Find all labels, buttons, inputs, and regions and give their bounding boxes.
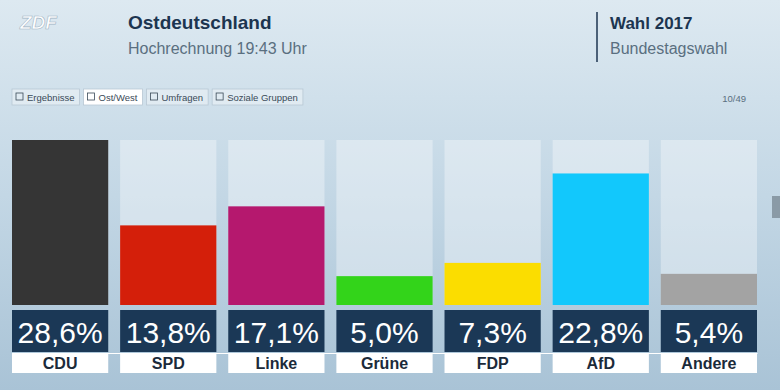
data-label: 17,1% <box>234 316 319 349</box>
x-tick-label: Linke <box>255 355 297 372</box>
data-label-box <box>445 310 541 352</box>
tab-label[interactable]: Ergebnisse <box>27 92 75 103</box>
category-box <box>336 353 432 373</box>
x-axis-line <box>13 353 758 354</box>
x-tick: Andere <box>681 353 736 372</box>
bar-background <box>553 140 649 305</box>
data-label-box <box>553 310 649 352</box>
tab-label[interactable]: Soziale Gruppen <box>227 92 298 103</box>
category-box <box>445 353 541 373</box>
x-tick-label: CDU <box>43 355 78 372</box>
tab[interactable]: Soziale Gruppen <box>212 89 303 105</box>
category-box <box>120 353 216 373</box>
tab[interactable]: Ost/West <box>84 89 143 105</box>
category-box <box>553 353 649 373</box>
data-label-box <box>228 310 324 352</box>
x-tick: SPD <box>152 353 185 372</box>
data-label: 5,0% <box>350 316 418 349</box>
tab-box[interactable] <box>12 89 80 105</box>
background <box>0 0 780 390</box>
scroll-indicator <box>772 196 780 218</box>
bar-background <box>445 140 541 305</box>
bar <box>228 206 324 305</box>
bar-background <box>120 140 216 305</box>
title: Ostdeutschland <box>128 12 272 33</box>
tab-icon[interactable] <box>216 93 223 100</box>
logo: ZDF <box>19 12 58 33</box>
data-labels: 28,6% 13,8% 17,1% 5,0% 7,3% 22,8% 5,4% <box>12 310 757 352</box>
tab-label[interactable]: Ost/West <box>99 92 138 103</box>
category-box <box>12 353 108 373</box>
data-label-box <box>12 310 108 352</box>
bar <box>445 263 541 305</box>
bar <box>120 225 216 305</box>
x-tick: FDP <box>477 353 509 372</box>
bar-backgrounds <box>12 140 757 305</box>
bar <box>553 173 649 305</box>
data-label-box <box>336 310 432 352</box>
tab-icon[interactable] <box>16 93 23 100</box>
bars <box>12 140 757 305</box>
x-tick-label: AfD <box>587 355 615 372</box>
category-boxes <box>12 353 757 373</box>
page-counter: 10/49 <box>722 93 746 104</box>
chart-root: ZDF Ostdeutschland Hochrechnung 19:43 Uhr W… <box>0 0 780 390</box>
election-title: Wahl 2017 <box>610 14 693 33</box>
data-label-box <box>661 310 757 352</box>
x-tick-label: Grüne <box>361 355 408 372</box>
bar-background <box>228 140 324 305</box>
x-tick-label: FDP <box>477 355 509 372</box>
data-label-box <box>120 310 216 352</box>
data-label: 7,3% <box>458 316 526 349</box>
data-label: 5,4% <box>675 316 743 349</box>
x-tick: Linke <box>255 353 297 372</box>
bar <box>336 276 432 305</box>
data-label: 28,6% <box>18 316 103 349</box>
bar-background <box>336 140 432 305</box>
x-tick: Grüne <box>361 353 408 372</box>
bar <box>661 274 757 305</box>
tab-icon[interactable] <box>150 93 157 100</box>
header-divider <box>596 12 598 62</box>
data-label: 13,8% <box>126 316 211 349</box>
x-tick: CDU <box>43 353 78 372</box>
category-box <box>661 353 757 373</box>
bar-background <box>12 140 108 305</box>
election-type: Bundestagswahl <box>610 40 727 57</box>
bar <box>12 140 108 305</box>
tab[interactable]: Umfragen <box>146 89 208 105</box>
bar-background <box>661 140 757 305</box>
tab-box[interactable] <box>212 89 303 105</box>
tab-icon[interactable] <box>88 93 95 100</box>
x-tick-label: SPD <box>152 355 185 372</box>
x-axis: CDU SPD Linke Grüne FDP AfD Andere <box>13 353 758 372</box>
x-tick-label: Andere <box>681 355 736 372</box>
tab-box[interactable] <box>146 89 208 105</box>
tab-label[interactable]: Umfragen <box>161 92 203 103</box>
subtitle: Hochrechnung 19:43 Uhr <box>128 40 307 57</box>
data-label: 22,8% <box>558 316 643 349</box>
x-tick: AfD <box>587 353 615 372</box>
tab[interactable]: Ergebnisse <box>12 89 80 105</box>
tab-box[interactable] <box>84 89 143 105</box>
category-box <box>228 353 324 373</box>
